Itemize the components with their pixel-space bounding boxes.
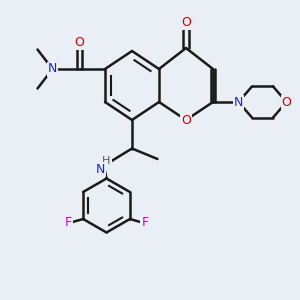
- Text: O: O: [181, 16, 191, 29]
- Text: N: N: [234, 95, 243, 109]
- Text: H: H: [102, 156, 111, 167]
- Text: N: N: [96, 163, 105, 176]
- Text: O: O: [282, 95, 291, 109]
- Text: N: N: [48, 62, 57, 76]
- Text: F: F: [141, 215, 148, 229]
- Text: O: O: [75, 35, 84, 49]
- Text: F: F: [64, 215, 72, 229]
- Text: O: O: [181, 113, 191, 127]
